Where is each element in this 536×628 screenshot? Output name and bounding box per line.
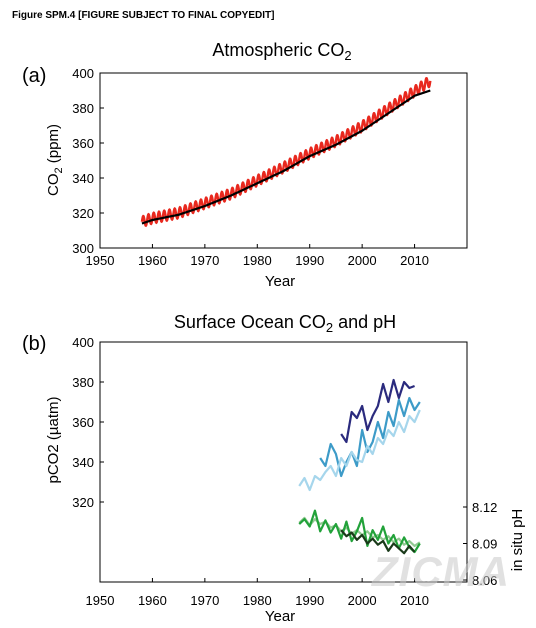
- panel-a-y-tick-label: 300: [72, 241, 94, 256]
- figure-label: Figure SPM.4 [FIGURE SUBJECT TO FINAL CO…: [12, 10, 275, 21]
- panel-b-y-right-tick-label: 8.12: [472, 500, 497, 515]
- panel-b-series-line-0: [340, 378, 415, 444]
- panel-b-y-tick-label: 380: [72, 375, 94, 390]
- panel-b-y-tick-label: 320: [72, 495, 94, 510]
- panel-b-y-label-right: in situ pH: [509, 509, 526, 572]
- panel-b-title: Surface Ocean CO2 and pH: [174, 312, 396, 335]
- panel-b-y-tick-label: 340: [72, 455, 94, 470]
- panel-b-x-ticks: 1950 1960 1970 1980 1990 2000 2010: [86, 578, 429, 608]
- panel-b-frame: [99, 341, 468, 583]
- panel-b-y-tick-label: 360: [72, 415, 94, 430]
- panel-b-label: (b): [22, 333, 46, 355]
- panel-b-y-right-tick-label: 8.09: [472, 537, 497, 552]
- panel-a-x-tick-label: 1970: [190, 253, 219, 268]
- watermark: ZICMA: [372, 548, 510, 595]
- panel-b-y-right-tick-label: 8.06: [472, 573, 497, 588]
- panel-a-y-label: CO2 (ppm): [45, 124, 65, 196]
- panel-b-y-ticks-right: 8.06 8.09 8.12: [463, 500, 497, 588]
- panel-a-x-tick-label: 1990: [295, 253, 324, 268]
- panel-a-title: Atmospheric CO2: [212, 40, 351, 63]
- panel-a-x-tick-label: 1960: [138, 253, 167, 268]
- panel-b-x-tick-label: 1960: [138, 593, 167, 608]
- panel-a-x-tick-label: 1950: [86, 253, 115, 268]
- panel-b-y-label-left: pCO2 (µatm): [45, 397, 62, 484]
- panel-b-x-tick-label: 1990: [295, 593, 324, 608]
- panel-a-series: [140, 76, 432, 228]
- panel-a-series-line-1: [141, 89, 431, 225]
- panel-b-x-tick-label: 1980: [243, 593, 272, 608]
- panel-a-x-tick-label: 2010: [400, 253, 429, 268]
- panel-a-y-tick-label: 340: [72, 171, 94, 186]
- panel-a-x-tick-label: 1980: [243, 253, 272, 268]
- panel-a-x-ticks: 1950 1960 1970 1980 1990 2000 2010: [86, 244, 429, 268]
- panel-a-frame: [99, 72, 468, 249]
- panel-a-x-tick-label: 2000: [348, 253, 377, 268]
- panel-b-x-tick-label: 2000: [348, 593, 377, 608]
- panel-b-series-line-3: [298, 516, 421, 548]
- panel-b-x-tick-label: 1970: [190, 593, 219, 608]
- panel-b-y-tick-label: 400: [72, 335, 94, 350]
- panel-a-series-line-0: [140, 76, 432, 228]
- panel-b-x-tick-label: 2010: [400, 593, 429, 608]
- panel-b-series-line-2: [298, 409, 421, 492]
- panel-b-series-line-4: [298, 509, 421, 554]
- panel-a-y-tick-label: 380: [72, 101, 94, 116]
- panel-b-x-tick-label: 1950: [86, 593, 115, 608]
- panel-a-y-tick-label: 400: [72, 66, 94, 81]
- panel-a-y-tick-label: 320: [72, 206, 94, 221]
- panel-a-y-tick-label: 360: [72, 136, 94, 151]
- panel-b-series-line-5: [340, 529, 416, 555]
- panel-b-y-ticks-left: 320 340 360 380 400: [72, 335, 104, 510]
- panel-a-x-label: Year: [265, 273, 295, 290]
- panel-a-y-ticks: 300 320 340 360 380 400: [72, 66, 104, 256]
- panel-a: (a) Atmospheric CO2 1950 1960 1970 1980 1990…: [22, 40, 468, 290]
- panel-b-series-line-1: [319, 396, 421, 478]
- panel-b-series: [298, 378, 421, 555]
- panel-b-x-label: Year: [265, 608, 295, 625]
- panel-b: (b) Surface Ocean CO2 and pH 1950 1960 197…: [22, 312, 526, 625]
- panel-a-label: (a): [22, 65, 46, 87]
